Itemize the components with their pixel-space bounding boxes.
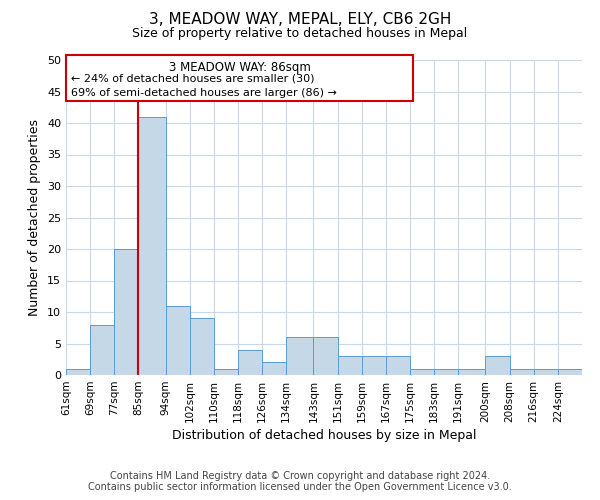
X-axis label: Distribution of detached houses by size in Mepal: Distribution of detached houses by size …: [172, 429, 476, 442]
Bar: [90, 324, 114, 375]
Bar: [114, 249, 139, 375]
Bar: [509, 368, 534, 375]
Bar: [238, 350, 262, 375]
Bar: [286, 337, 313, 375]
Bar: [190, 318, 214, 375]
Text: 3 MEADOW WAY: 86sqm: 3 MEADOW WAY: 86sqm: [169, 62, 310, 74]
Bar: [434, 368, 458, 375]
Bar: [338, 356, 362, 375]
Bar: [214, 368, 238, 375]
Text: 3, MEADOW WAY, MEPAL, ELY, CB6 2GH: 3, MEADOW WAY, MEPAL, ELY, CB6 2GH: [149, 12, 451, 28]
Bar: [313, 337, 338, 375]
Bar: [485, 356, 509, 375]
Bar: [362, 356, 386, 375]
Bar: [534, 368, 558, 375]
Y-axis label: Number of detached properties: Number of detached properties: [28, 119, 41, 316]
Bar: [262, 362, 286, 375]
Bar: [410, 368, 434, 375]
Text: Contains HM Land Registry data © Crown copyright and database right 2024.
Contai: Contains HM Land Registry data © Crown c…: [88, 471, 512, 492]
Bar: [458, 368, 485, 375]
FancyBboxPatch shape: [66, 55, 413, 101]
Bar: [386, 356, 410, 375]
Bar: [139, 116, 166, 375]
Text: Size of property relative to detached houses in Mepal: Size of property relative to detached ho…: [133, 28, 467, 40]
Text: 69% of semi-detached houses are larger (86) →: 69% of semi-detached houses are larger (…: [71, 88, 337, 99]
Bar: [166, 306, 190, 375]
Bar: [558, 368, 582, 375]
Text: ← 24% of detached houses are smaller (30): ← 24% of detached houses are smaller (30…: [71, 74, 314, 84]
Bar: [66, 368, 90, 375]
